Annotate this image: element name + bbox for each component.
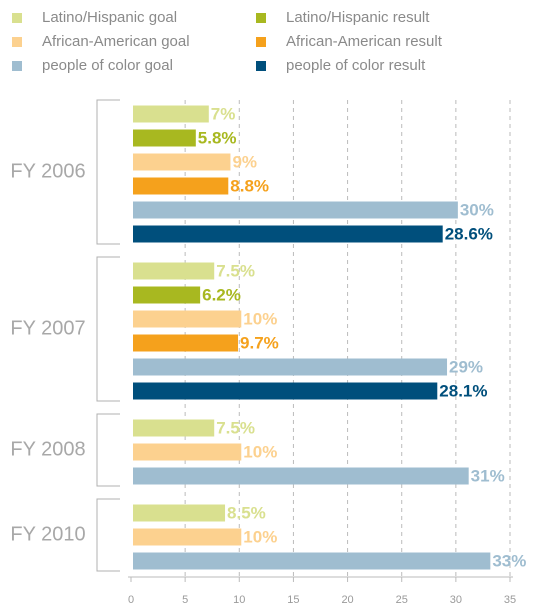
value-label: 31% bbox=[471, 466, 505, 485]
x-tick-label: 15 bbox=[287, 594, 299, 606]
x-tick-label: 0 bbox=[128, 594, 134, 606]
group-bracket bbox=[96, 99, 120, 245]
y-tick-label: FY 2007 bbox=[10, 317, 85, 339]
legend-label: Latino/Hispanic goal bbox=[42, 9, 177, 26]
value-label: 5.8% bbox=[198, 128, 237, 147]
value-label: 8.8% bbox=[230, 176, 269, 195]
legend-swatch bbox=[256, 37, 266, 47]
bar bbox=[133, 225, 443, 243]
bar bbox=[133, 358, 448, 376]
value-label: 9.7% bbox=[240, 333, 279, 352]
bar bbox=[133, 334, 239, 352]
legend-label: African-American result bbox=[286, 33, 443, 50]
bar bbox=[133, 382, 438, 400]
y-tick-label: FY 2006 bbox=[10, 160, 85, 182]
value-label: 30% bbox=[460, 200, 494, 219]
x-tick-label: 30 bbox=[450, 594, 462, 606]
legend-swatch bbox=[256, 13, 266, 23]
value-label: 8.5% bbox=[227, 503, 266, 522]
y-tick-label: FY 2010 bbox=[10, 523, 85, 545]
bar bbox=[133, 552, 491, 570]
bar bbox=[133, 286, 201, 304]
bar bbox=[133, 467, 469, 485]
x-tick-label: 35 bbox=[504, 594, 516, 606]
bar bbox=[133, 201, 458, 219]
bar bbox=[133, 105, 209, 123]
value-label: 28.1% bbox=[439, 381, 487, 400]
value-label: 10% bbox=[243, 309, 277, 328]
x-tick-label: 5 bbox=[182, 594, 188, 606]
bar bbox=[133, 262, 215, 280]
bar bbox=[133, 310, 242, 328]
legend-label: Latino/Hispanic result bbox=[286, 9, 430, 26]
value-label: 28.6% bbox=[445, 224, 493, 243]
group-bracket bbox=[96, 413, 120, 487]
bar bbox=[133, 528, 242, 546]
legend-swatch bbox=[256, 61, 266, 71]
bar bbox=[133, 419, 215, 437]
value-label: 33% bbox=[492, 551, 526, 570]
value-label: 7.5% bbox=[216, 261, 255, 280]
bar bbox=[133, 443, 242, 461]
bar bbox=[133, 504, 226, 522]
bar bbox=[133, 153, 231, 171]
legend-swatch bbox=[12, 13, 22, 23]
value-label: 7% bbox=[211, 104, 236, 123]
group-bracket bbox=[96, 498, 120, 572]
legend-label: people of color goal bbox=[42, 57, 173, 74]
legend-label: people of color result bbox=[286, 57, 426, 74]
legend-swatch bbox=[12, 37, 22, 47]
legend-swatch bbox=[12, 61, 22, 71]
value-label: 6.2% bbox=[202, 285, 241, 304]
x-tick-label: 10 bbox=[233, 594, 245, 606]
y-tick-label: FY 2008 bbox=[10, 438, 85, 460]
value-label: 9% bbox=[232, 152, 257, 171]
legend-label: African-American goal bbox=[42, 33, 190, 50]
x-tick-label: 25 bbox=[396, 594, 408, 606]
group-bracket bbox=[96, 256, 120, 402]
bar bbox=[133, 177, 229, 195]
value-label: 29% bbox=[449, 357, 483, 376]
bar bbox=[133, 129, 196, 147]
x-tick-label: 20 bbox=[341, 594, 353, 606]
value-label: 10% bbox=[243, 527, 277, 546]
value-label: 10% bbox=[243, 442, 277, 461]
value-label: 7.5% bbox=[216, 418, 255, 437]
